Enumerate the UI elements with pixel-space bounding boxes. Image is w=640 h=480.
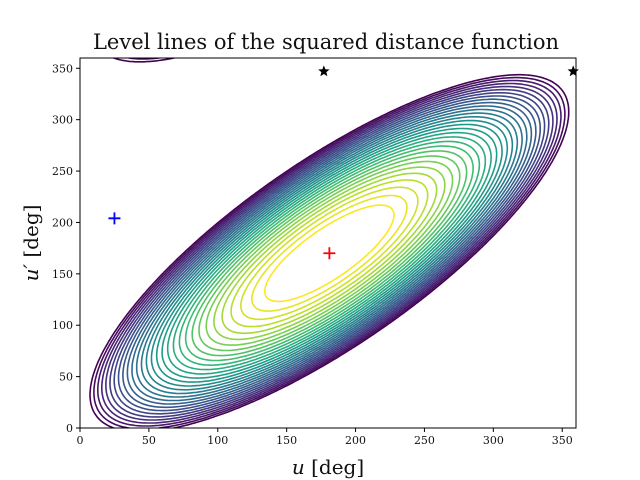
contour-level-14 — [161, 127, 498, 379]
x-axis-variable: u — [292, 455, 305, 479]
contour-level-18 — [140, 112, 519, 395]
chart-title: Level lines of the squared distance func… — [93, 30, 559, 54]
contour-level-8 — [198, 155, 461, 352]
y-axis-ticks: 0 50 100 150 200 250 300 350 — [52, 62, 80, 435]
plot-frame — [79, 57, 577, 429]
star-1-marker — [318, 65, 330, 77]
contour-level-17 — [145, 116, 514, 391]
contour-level-24 — [113, 92, 546, 415]
x-axis-unit: [deg] — [305, 455, 364, 479]
y-axis-variable: u′ — [19, 264, 43, 282]
contour-level-4 — [230, 179, 429, 328]
contour-level-1 — [264, 204, 395, 303]
contour-level-15 — [155, 123, 503, 383]
x-tick-label: 350 — [552, 434, 573, 447]
contour-level-10 — [184, 145, 474, 362]
y-tick-label: 350 — [52, 62, 73, 75]
x-axis-ticks: 0 50 100 150 200 250 300 350 — [77, 428, 573, 447]
contour-level-30 — [89, 58, 570, 428]
contour-lines — [89, 58, 570, 428]
markers — [108, 65, 579, 260]
contour-level-23 — [117, 95, 541, 412]
y-tick-label: 300 — [52, 114, 73, 127]
x-tick-label: 150 — [276, 434, 297, 447]
x-tick-label: 50 — [142, 434, 156, 447]
x-tick-label: 300 — [483, 434, 504, 447]
minimum-marker — [323, 247, 336, 260]
contour-level-5 — [221, 172, 438, 335]
contour-level-19 — [135, 108, 523, 398]
contour-level-13 — [166, 131, 492, 375]
contour-level-26 — [105, 85, 554, 421]
y-tick-label: 50 — [59, 371, 73, 384]
x-tick-label: 250 — [414, 434, 435, 447]
y-tick-label: 150 — [52, 268, 73, 281]
contour-level-3 — [240, 186, 419, 321]
y-axis-unit: [deg] — [19, 205, 43, 264]
contour-level-2 — [251, 194, 408, 312]
star-2-marker — [567, 65, 579, 77]
x-tick-label: 200 — [345, 434, 366, 447]
x-tick-label: 100 — [207, 434, 228, 447]
x-axis-label: u [deg] — [292, 455, 364, 479]
contour-level-21 — [126, 101, 533, 405]
y-tick-label: 200 — [52, 216, 73, 229]
contour-level-25 — [109, 88, 550, 418]
contour-level-22 — [122, 98, 537, 409]
y-tick-label: 100 — [52, 319, 73, 332]
x-tick-label: 0 — [77, 434, 84, 447]
y-tick-label: 250 — [52, 165, 73, 178]
contour-level-12 — [172, 136, 487, 371]
y-tick-label: 0 — [66, 422, 73, 435]
contour-level-16 — [150, 119, 509, 387]
local-point-marker — [108, 212, 121, 225]
contour-level-28 — [97, 79, 562, 427]
y-axis-label: u′ [deg] — [19, 205, 43, 282]
contour-level-9 — [191, 150, 468, 357]
contour-level-11 — [178, 140, 481, 366]
contour-level-29 — [93, 58, 566, 428]
contour-level-27 — [101, 82, 558, 424]
contour-level-20 — [131, 105, 528, 402]
contour-level-7 — [205, 160, 454, 346]
contour-level-6 — [213, 166, 446, 341]
